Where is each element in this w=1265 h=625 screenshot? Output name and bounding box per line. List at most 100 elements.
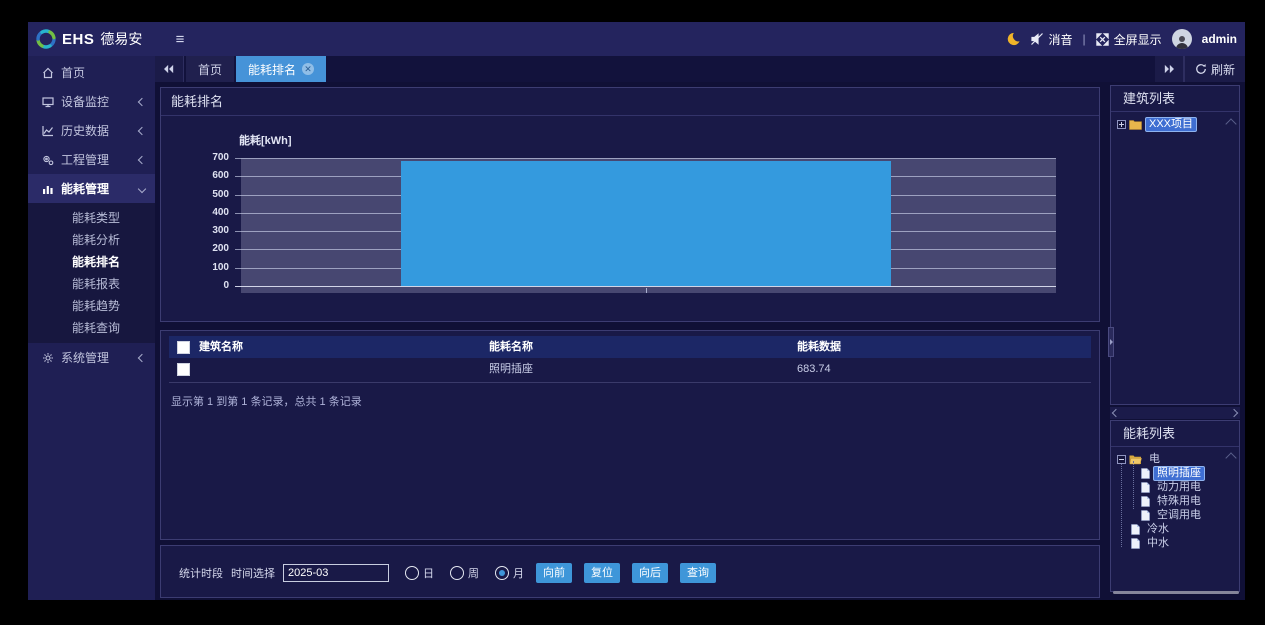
open-folder-icon bbox=[1129, 454, 1142, 465]
time-controls-row: 统计时段 时间选择 日 周 月 向前 复位 向后 查询 bbox=[179, 546, 716, 599]
tab-home[interactable]: 首页 bbox=[186, 56, 235, 82]
submenu-item-energy-query[interactable]: 能耗查询 bbox=[72, 321, 121, 335]
column-header-energy-data: 能耗数据 bbox=[797, 341, 841, 353]
energy-list-panel: 能耗列表 电 照明插座 动力用电 bbox=[1110, 420, 1240, 592]
time-controls-panel: 统计时段 时间选择 日 周 月 向前 复位 向后 查询 bbox=[160, 545, 1100, 598]
y-tick: 400 bbox=[212, 207, 229, 218]
select-all-checkbox[interactable] bbox=[177, 341, 190, 354]
sidebar-item-energy-management[interactable]: 能耗管理 bbox=[28, 174, 155, 203]
submenu-item-energy-trend[interactable]: 能耗趋势 bbox=[72, 299, 121, 313]
radio-day[interactable]: 日 bbox=[405, 565, 434, 581]
chevron-left-icon bbox=[137, 126, 147, 135]
avatar[interactable] bbox=[1171, 29, 1192, 49]
horizontal-scrollbar[interactable] bbox=[1110, 407, 1240, 419]
right-column: 建筑列表 XXX项目 能耗列表 bbox=[1110, 82, 1240, 600]
app-logo: EHS 德易安 bbox=[36, 22, 155, 56]
submenu-item-energy-report[interactable]: 能耗报表 bbox=[72, 277, 121, 291]
energy-panel-title: 能耗列表 bbox=[1111, 421, 1239, 447]
mute-button[interactable]: 消音 bbox=[1030, 31, 1073, 48]
tree-node-lighting-socket[interactable]: 照明插座 bbox=[1117, 465, 1239, 481]
reset-button[interactable]: 复位 bbox=[584, 562, 620, 583]
sidebar-item-history-data[interactable]: 历史数据 bbox=[28, 116, 155, 145]
collapse-icon[interactable] bbox=[1117, 454, 1126, 464]
close-icon[interactable]: ✕ bbox=[302, 63, 315, 75]
tree-node-cold-water[interactable]: 冷水 bbox=[1117, 522, 1239, 536]
file-icon bbox=[1141, 467, 1150, 479]
tree-node-label: 电 bbox=[1149, 452, 1160, 465]
tree-node-special-electricity[interactable]: 特殊用电 bbox=[1117, 494, 1239, 508]
submenu-item-energy-ranking[interactable]: 能耗排名 bbox=[72, 255, 121, 269]
bottom-scrollbar-thumb[interactable] bbox=[1113, 591, 1239, 594]
date-input[interactable] bbox=[283, 563, 389, 582]
tabs-scroll-left-button[interactable] bbox=[155, 56, 184, 82]
column-header-energy-name: 能耗名称 bbox=[489, 341, 533, 353]
energy-tree: 电 照明插座 动力用电 特殊用电 空调用电 bbox=[1111, 447, 1239, 550]
energy-submenu: 能耗类型 能耗分析 能耗排名 能耗报表 能耗趋势 能耗查询 bbox=[28, 203, 155, 343]
tree-node-electricity[interactable]: 电 bbox=[1117, 452, 1239, 466]
submenu-item-energy-type[interactable]: 能耗类型 bbox=[72, 211, 121, 225]
tree-node-label: 特殊用电 bbox=[1157, 494, 1201, 507]
radio-circle bbox=[405, 565, 419, 580]
chart-bar[interactable] bbox=[401, 161, 891, 286]
tree-node-project[interactable]: XXX项目 bbox=[1117, 116, 1239, 132]
tree-node-hvac-electricity[interactable]: 空调用电 bbox=[1117, 508, 1239, 522]
radio-month[interactable]: 月 bbox=[495, 565, 524, 581]
chevron-left-icon bbox=[137, 97, 147, 106]
next-button[interactable]: 向后 bbox=[632, 562, 668, 583]
tabbar-spacer bbox=[326, 56, 1155, 82]
period-label: 统计时段 bbox=[179, 567, 223, 580]
x-tick bbox=[646, 288, 647, 293]
scroll-left-icon[interactable] bbox=[1111, 408, 1121, 418]
app-window: EHS 德易安 ≡ 消音 | bbox=[28, 22, 1245, 600]
refresh-icon bbox=[1195, 63, 1207, 75]
topbar-divider: | bbox=[1082, 32, 1086, 46]
radio-week[interactable]: 周 bbox=[450, 565, 479, 581]
chart-y-axis-label: 能耗[kWh] bbox=[239, 135, 292, 147]
sidebar-item-device-monitor[interactable]: 设备监控 bbox=[28, 87, 155, 116]
time-select-label: 时间选择 bbox=[231, 567, 275, 580]
moon-icon[interactable] bbox=[1006, 32, 1020, 46]
sidebar-item-system-management[interactable]: 系统管理 bbox=[28, 343, 155, 372]
y-tick: 100 bbox=[212, 262, 229, 273]
building-tree: XXX项目 bbox=[1111, 112, 1239, 132]
scroll-right-icon[interactable] bbox=[1229, 408, 1239, 418]
tree-connector bbox=[1121, 461, 1123, 547]
tab-energy-ranking[interactable]: 能耗排名 ✕ bbox=[236, 56, 327, 82]
file-icon bbox=[1141, 509, 1150, 521]
sidebar-item-label: 能耗管理 bbox=[61, 182, 110, 196]
refresh-button[interactable]: 刷新 bbox=[1183, 56, 1245, 82]
y-tick: 600 bbox=[212, 170, 229, 181]
row-checkbox[interactable] bbox=[177, 363, 190, 376]
tree-connector bbox=[1133, 461, 1135, 509]
fullscreen-label: 全屏显示 bbox=[1113, 32, 1162, 47]
submenu-item-energy-analysis[interactable]: 能耗分析 bbox=[72, 233, 121, 247]
file-icon bbox=[1131, 523, 1140, 535]
home-icon bbox=[42, 67, 54, 79]
table-header-row: 建筑名称 能耗名称 能耗数据 bbox=[169, 336, 1091, 358]
mute-label: 消音 bbox=[1048, 32, 1073, 47]
prev-button[interactable]: 向前 bbox=[536, 562, 572, 583]
menu-toggle-icon[interactable]: ≡ bbox=[175, 30, 185, 48]
tree-node-power-electricity[interactable]: 动力用电 bbox=[1117, 480, 1239, 494]
expand-icon[interactable] bbox=[1117, 119, 1126, 129]
username[interactable]: admin bbox=[1201, 32, 1237, 46]
tabs-scroll-right-button[interactable] bbox=[1154, 56, 1184, 82]
cell-energy-name: 照明插座 bbox=[489, 363, 533, 375]
query-button[interactable]: 查询 bbox=[680, 562, 716, 583]
tree-node-medium-water[interactable]: 中水 bbox=[1117, 536, 1239, 550]
tab-label: 首页 bbox=[198, 62, 223, 77]
panel-splitter-handle[interactable] bbox=[1108, 327, 1114, 357]
fullscreen-button[interactable]: 全屏显示 bbox=[1095, 31, 1162, 48]
topbar-right: 消音 | 全屏显示 admin bbox=[1006, 22, 1237, 56]
sidebar-item-label: 工程管理 bbox=[61, 153, 110, 167]
building-panel-title: 建筑列表 bbox=[1111, 86, 1239, 112]
file-icon bbox=[1141, 481, 1150, 493]
radio-label: 周 bbox=[468, 567, 479, 580]
sidebar-item-project-management[interactable]: 工程管理 bbox=[28, 145, 155, 174]
cell-energy-value: 683.74 bbox=[797, 363, 831, 375]
y-tick: 300 bbox=[212, 225, 229, 236]
folder-icon bbox=[1129, 119, 1142, 130]
sidebar-item-home[interactable]: 首页 bbox=[28, 58, 155, 87]
table-row[interactable]: 照明插座 683.74 bbox=[169, 358, 1091, 380]
chart-panel-title: 能耗排名 bbox=[161, 88, 1099, 116]
